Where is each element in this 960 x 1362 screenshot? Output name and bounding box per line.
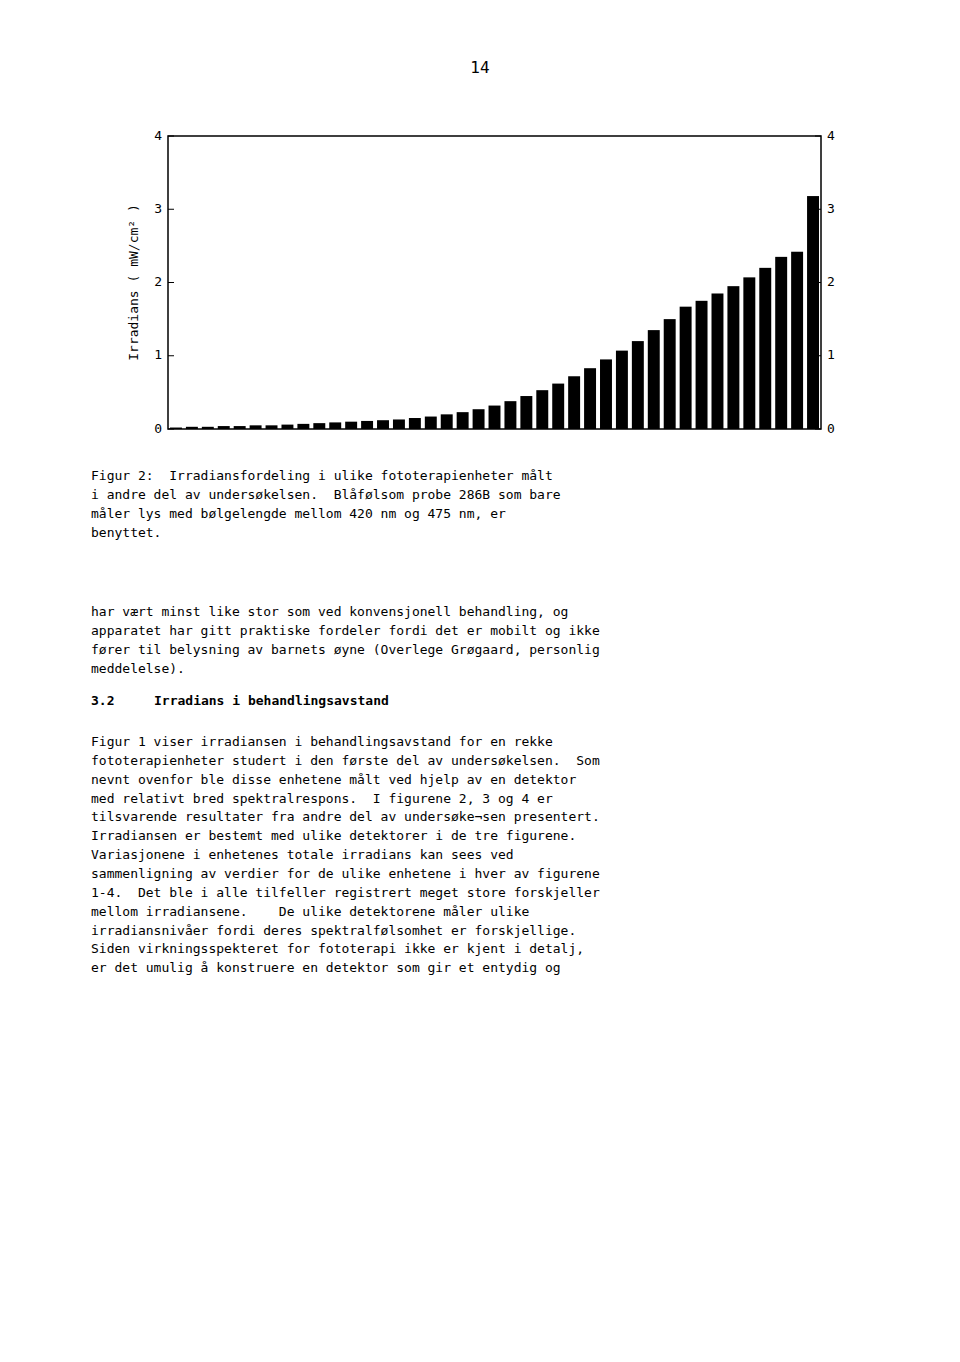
bar bbox=[712, 293, 724, 429]
tick-mark bbox=[168, 429, 174, 430]
bar bbox=[409, 418, 421, 429]
tick-label: 0 bbox=[827, 421, 835, 436]
tick-mark bbox=[815, 355, 821, 356]
tick-mark bbox=[815, 282, 821, 283]
bar bbox=[775, 257, 787, 429]
tick-label: 1 bbox=[154, 347, 162, 362]
page-number: 14 bbox=[470, 58, 489, 77]
bar bbox=[759, 268, 771, 429]
bar bbox=[568, 376, 580, 429]
bar bbox=[457, 412, 469, 429]
bar bbox=[648, 330, 660, 429]
tick-mark bbox=[168, 209, 174, 210]
body-text: har vært minst like stor som ved konvens… bbox=[91, 604, 600, 676]
bar bbox=[632, 341, 644, 429]
tick-label: 3 bbox=[827, 201, 835, 216]
tick-label: 3 bbox=[154, 201, 162, 216]
body-text: Figur 1 viser irradiansen i behandlingsa… bbox=[91, 734, 600, 975]
bar bbox=[393, 419, 405, 429]
bar bbox=[791, 252, 803, 429]
tick-label: 4 bbox=[827, 128, 835, 143]
bar bbox=[441, 414, 453, 429]
bars bbox=[170, 196, 819, 429]
y-axis-label: Irradians ( mW/cm² ) bbox=[126, 204, 141, 361]
tick-mark bbox=[168, 136, 174, 137]
tick-mark bbox=[168, 282, 174, 283]
caption: Figur 2: Irradiansfordeling i ulike foto… bbox=[91, 468, 561, 540]
bar bbox=[807, 196, 819, 429]
bar bbox=[616, 351, 628, 429]
bar bbox=[345, 422, 357, 429]
bar bbox=[584, 368, 596, 429]
bar bbox=[504, 401, 516, 429]
bar bbox=[696, 301, 708, 429]
bar bbox=[680, 307, 692, 429]
bar bbox=[489, 406, 501, 429]
bar bbox=[329, 422, 341, 429]
tick-mark bbox=[815, 429, 821, 430]
tick-label: 4 bbox=[154, 128, 162, 143]
bar bbox=[425, 417, 437, 429]
bar bbox=[361, 421, 373, 429]
bar bbox=[377, 420, 389, 429]
plot-frame bbox=[168, 136, 821, 429]
bar bbox=[520, 396, 532, 429]
bar bbox=[727, 286, 739, 429]
tick-label: 2 bbox=[827, 274, 835, 289]
bar bbox=[536, 390, 548, 429]
bar bbox=[664, 319, 676, 429]
tick-label: 2 bbox=[154, 274, 162, 289]
bar bbox=[552, 384, 564, 429]
tick-mark bbox=[168, 355, 174, 356]
tick-label: 0 bbox=[154, 421, 162, 436]
y-axis: 0 0 1 1 2 2 3 3 4 4 bbox=[154, 128, 835, 436]
bar bbox=[600, 359, 612, 429]
tick-mark bbox=[815, 209, 821, 210]
bar bbox=[313, 423, 325, 429]
tick-mark bbox=[815, 136, 821, 137]
page: 0 0 1 1 2 2 3 3 4 4 Irradians ( mW/cm² ) 14 Figur 2:… bbox=[0, 0, 960, 1362]
bar bbox=[297, 424, 309, 429]
section-heading: Irradians i behandlingsavstand bbox=[154, 693, 389, 708]
tick-label: 1 bbox=[827, 347, 835, 362]
bar bbox=[743, 277, 755, 429]
bar bbox=[473, 409, 485, 429]
section-number: 3.2 bbox=[91, 693, 114, 708]
